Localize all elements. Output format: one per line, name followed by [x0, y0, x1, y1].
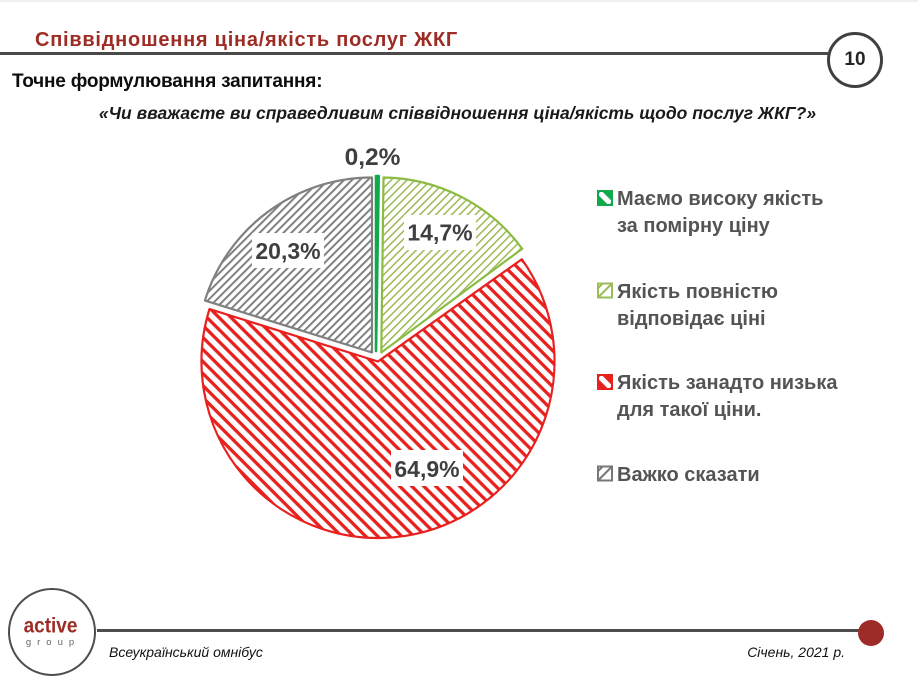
svg-text:0,2%: 0,2%	[345, 144, 401, 171]
svg-text:64,9%: 64,9%	[394, 456, 459, 482]
svg-text:14,7%: 14,7%	[407, 220, 472, 246]
svg-text:20,3%: 20,3%	[255, 238, 320, 264]
